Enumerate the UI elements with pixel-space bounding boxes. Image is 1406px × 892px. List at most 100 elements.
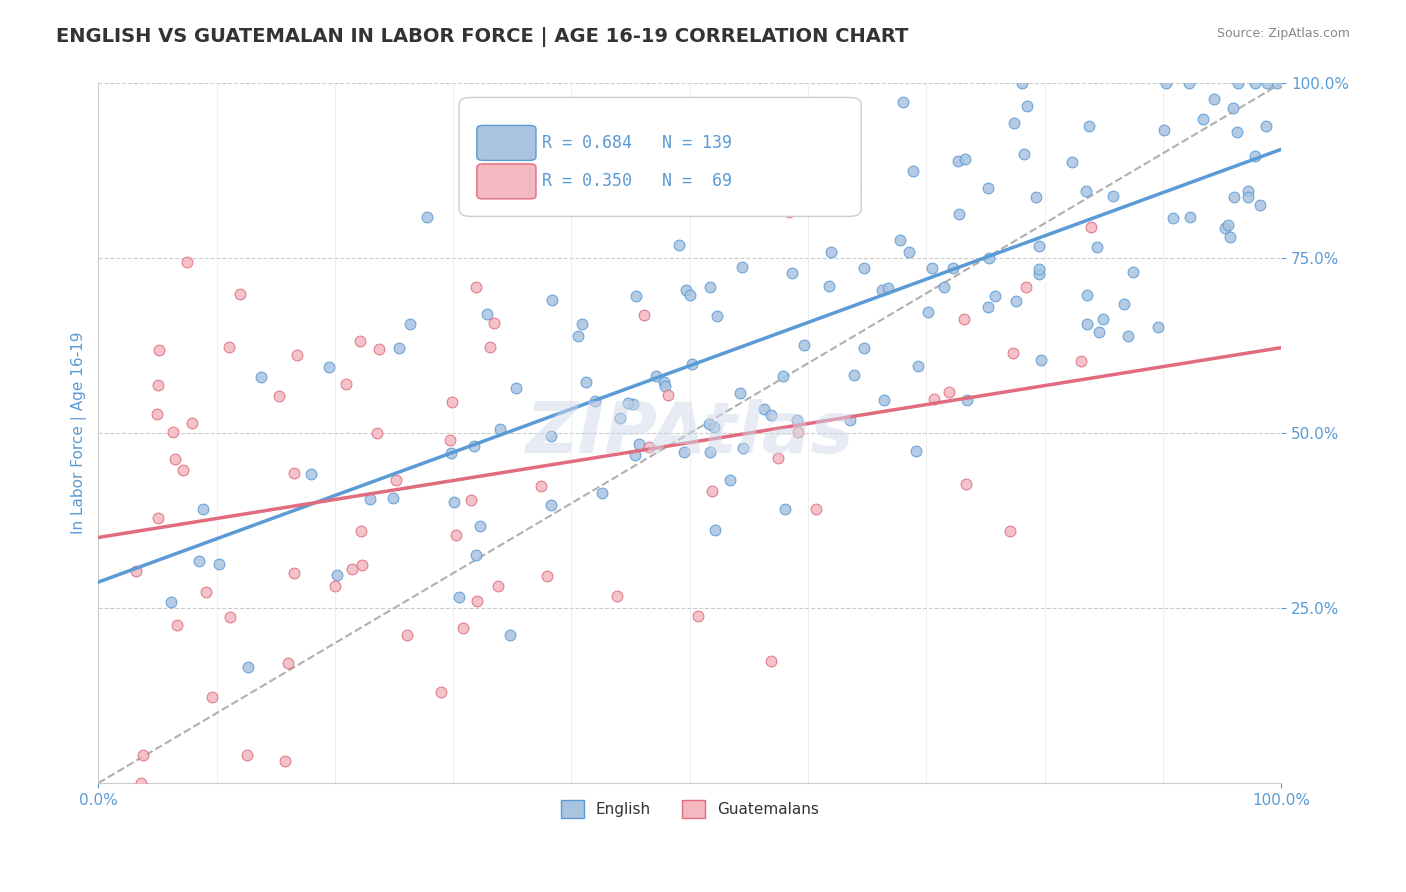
- Point: [706, 167, 728, 181]
- Point: [948, 207, 970, 221]
- Point: [1256, 77, 1278, 91]
- Point: [163, 451, 186, 466]
- Point: [1116, 328, 1139, 343]
- FancyBboxPatch shape: [460, 97, 862, 217]
- Point: [1080, 220, 1102, 235]
- Point: [1154, 77, 1177, 91]
- Point: [367, 342, 389, 356]
- Point: [540, 498, 562, 512]
- Point: [395, 628, 418, 642]
- Point: [439, 434, 461, 448]
- Point: [633, 309, 655, 323]
- Point: [359, 491, 381, 506]
- Point: [366, 426, 388, 441]
- Point: [1076, 318, 1098, 332]
- Point: [699, 280, 721, 294]
- Point: [1216, 218, 1239, 232]
- Point: [1254, 119, 1277, 133]
- Point: [540, 428, 562, 442]
- Point: [766, 450, 789, 465]
- Point: [575, 375, 598, 389]
- Point: [905, 443, 928, 458]
- Point: [697, 417, 720, 431]
- Point: [188, 554, 211, 568]
- Point: [1147, 320, 1170, 334]
- Point: [1223, 190, 1246, 204]
- Point: [350, 524, 373, 539]
- Point: [948, 154, 970, 169]
- Point: [236, 660, 259, 674]
- Point: [924, 392, 946, 407]
- Point: [759, 408, 782, 422]
- Point: [218, 610, 240, 624]
- Point: [529, 479, 551, 493]
- Point: [449, 590, 471, 604]
- Point: [1062, 154, 1084, 169]
- Point: [1265, 77, 1288, 91]
- Point: [780, 266, 803, 280]
- Point: [125, 564, 148, 578]
- Point: [621, 397, 644, 411]
- Point: [318, 360, 340, 375]
- Point: [1237, 185, 1260, 199]
- Point: [852, 260, 875, 275]
- Point: [652, 375, 675, 389]
- Point: [160, 595, 183, 609]
- Point: [657, 388, 679, 402]
- Text: ZIPAtlas: ZIPAtlas: [526, 399, 853, 467]
- Point: [388, 341, 411, 355]
- Point: [451, 621, 474, 635]
- Point: [145, 407, 167, 421]
- Point: [891, 95, 914, 109]
- Point: [998, 524, 1021, 539]
- Point: [384, 473, 406, 487]
- Point: [700, 483, 723, 498]
- Point: [942, 260, 965, 275]
- Point: [1122, 265, 1144, 279]
- Point: [718, 473, 741, 487]
- Point: [180, 416, 202, 430]
- Point: [1191, 112, 1213, 126]
- Point: [1002, 116, 1025, 130]
- Point: [1222, 101, 1244, 115]
- Point: [172, 463, 194, 477]
- Point: [681, 357, 703, 371]
- Point: [444, 528, 467, 542]
- Text: R = 0.684   N = 139: R = 0.684 N = 139: [541, 134, 733, 152]
- Point: [571, 317, 593, 331]
- Point: [673, 445, 696, 459]
- Point: [1015, 99, 1038, 113]
- Point: [129, 776, 152, 790]
- Point: [706, 309, 728, 323]
- Point: [668, 238, 690, 252]
- Point: [617, 396, 640, 410]
- Point: [162, 425, 184, 439]
- Point: [440, 446, 463, 460]
- Point: [1202, 92, 1225, 106]
- Point: [873, 392, 896, 407]
- Point: [132, 748, 155, 763]
- Point: [637, 441, 659, 455]
- Point: [853, 341, 876, 355]
- Point: [953, 152, 976, 166]
- Point: [654, 379, 676, 393]
- Point: [274, 754, 297, 768]
- Point: [486, 579, 509, 593]
- Point: [907, 359, 929, 373]
- Point: [399, 318, 422, 332]
- Point: [704, 523, 727, 537]
- Point: [283, 466, 305, 480]
- Point: [193, 502, 215, 516]
- Point: [335, 377, 357, 392]
- Point: [429, 685, 451, 699]
- Point: [1249, 198, 1271, 212]
- Point: [482, 316, 505, 330]
- Point: [440, 395, 463, 409]
- Point: [1091, 312, 1114, 326]
- Point: [838, 413, 860, 427]
- Point: [1078, 119, 1101, 133]
- Point: [583, 394, 606, 409]
- Point: [460, 492, 482, 507]
- Point: [236, 748, 259, 763]
- Point: [1076, 184, 1098, 198]
